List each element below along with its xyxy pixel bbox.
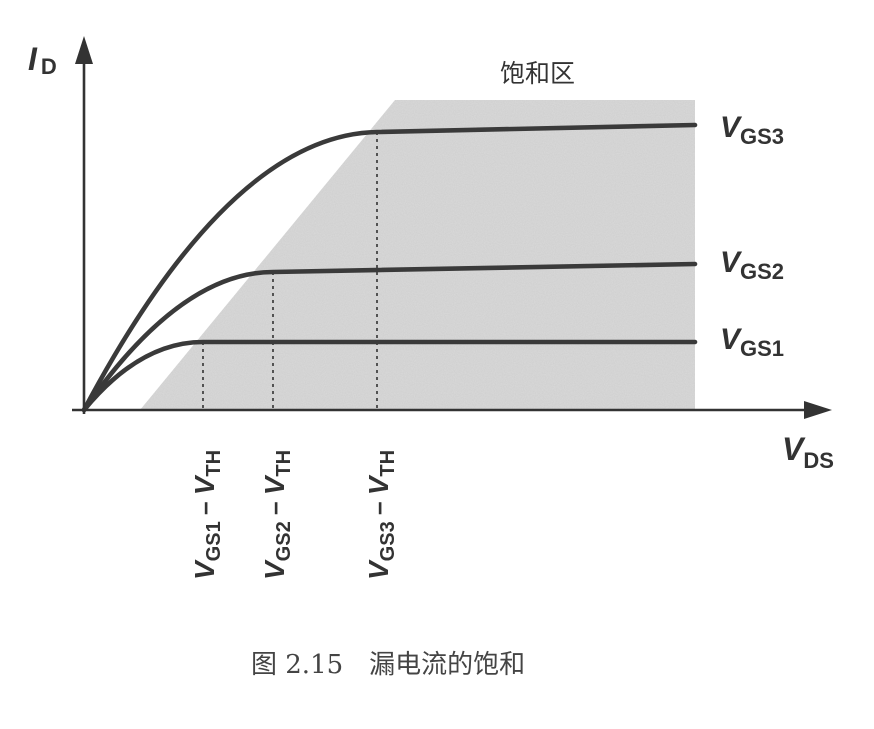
y-axis-arrowhead bbox=[75, 36, 93, 64]
figure-number: 图 2.15 bbox=[251, 650, 343, 680]
figure-title: 漏电流的饱和 bbox=[369, 650, 525, 680]
overdrive-label-vgs1: VGS1−VTH bbox=[189, 450, 225, 580]
overdrive-label-vgs3: VGS3−VTH bbox=[363, 450, 399, 580]
x-axis bbox=[72, 401, 832, 419]
curve-vgs1 bbox=[81, 339, 698, 413]
curve-vgs2 bbox=[81, 261, 698, 413]
curve-label-vgs3: VGS3 bbox=[720, 111, 784, 149]
curve-label-vgs2: VGS2 bbox=[720, 246, 784, 284]
curve-label-vgs1: VGS1 bbox=[720, 323, 784, 361]
saturation-region-shading bbox=[140, 100, 695, 410]
x-axis-arrowhead bbox=[804, 401, 832, 419]
overdrive-label-vgs2: VGS2−VTH bbox=[259, 450, 295, 580]
saturation-region-label: 饱和区 bbox=[500, 59, 575, 88]
figure-caption: 图 2.15 漏电流的饱和 bbox=[251, 650, 525, 680]
x-axis-label: VDS bbox=[782, 431, 834, 473]
y-axis bbox=[75, 36, 93, 414]
curve-vgs3 bbox=[81, 122, 698, 413]
